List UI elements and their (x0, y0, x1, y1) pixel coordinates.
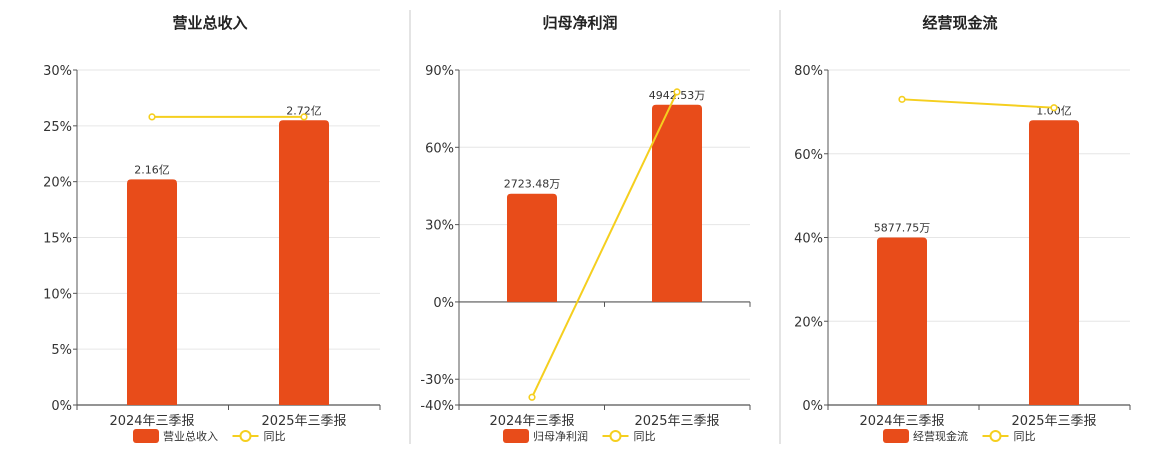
chart-panel-2: 归母净利润 90% 60% 30% 0% -30% -40% 2024年三季报 2025年三季报… (420, 14, 751, 443)
y-tick-label: 15% (43, 232, 72, 247)
yoy-point (148, 113, 156, 121)
legend-bar-swatch (503, 429, 529, 443)
y-tick-label: 20% (794, 315, 823, 330)
chart-panel-1: 营业总收入 30% 25% 20% 15% 10% 5% 0% 2024年三季报 2025年三季报… (43, 14, 381, 443)
legend-bar-swatch (883, 429, 909, 443)
yoy-point (528, 393, 536, 401)
y-tick-label: 5% (51, 343, 72, 358)
chart-title: 经营现金流 (922, 14, 997, 32)
x-category-label: 2024年三季报 (109, 414, 194, 429)
bar (279, 120, 329, 405)
legend: 营业总收入 同比 (133, 429, 286, 443)
yoy-line (531, 91, 678, 398)
legend-bar-label: 经营现金流 (913, 429, 968, 443)
legend: 归母净利润 同比 (503, 429, 656, 443)
x-category-label: 2024年三季报 (489, 414, 574, 429)
legend-bar-label: 营业总收入 (163, 429, 218, 443)
yoy-point (898, 95, 906, 103)
y-tick-label: 40% (794, 232, 823, 247)
legend-line-marker (989, 430, 1002, 442)
legend: 经营现金流 同比 (883, 429, 1036, 443)
y-tick-label: -40% (420, 399, 454, 414)
chart-panel-3: 经营现金流 80% 60% 40% 20% 0% 2024年三季报 2025年三季报 5877.… (794, 14, 1131, 443)
y-tick-label: 60% (425, 141, 454, 156)
x-category-label: 2025年三季报 (261, 414, 346, 429)
y-tick-label: 30% (425, 219, 454, 234)
bar (877, 237, 927, 405)
y-tick-label: -30% (420, 373, 454, 388)
y-tick-label: 10% (43, 287, 72, 302)
legend-line-label: 同比 (264, 430, 286, 443)
x-category-label: 2024年三季报 (859, 414, 944, 429)
chart-title: 归母净利润 (542, 14, 617, 32)
legend-line-marker (609, 430, 622, 442)
yoy-point (300, 113, 308, 121)
legend-line-label: 同比 (634, 430, 656, 443)
bar (507, 193, 557, 302)
yoy-point (1050, 104, 1058, 112)
bar (652, 104, 702, 302)
x-category-label: 2025年三季报 (1011, 414, 1096, 429)
bar-data-label: 2.16亿 (134, 163, 170, 176)
y-tick-label: 0% (51, 399, 72, 414)
yoy-line (901, 98, 1055, 109)
y-tick-label: 0% (802, 399, 823, 414)
y-tick-label: 0% (433, 296, 454, 311)
legend-line-marker (239, 430, 252, 442)
y-tick-label: 60% (794, 148, 823, 163)
legend-line-label: 同比 (1014, 430, 1036, 443)
bar-data-label: 5877.75万 (874, 222, 931, 235)
y-tick-label: 25% (43, 120, 72, 135)
y-tick-label: 20% (43, 176, 72, 191)
yoy-point (673, 88, 681, 96)
chart-title: 营业总收入 (172, 14, 247, 32)
x-category-label: 2025年三季报 (634, 414, 719, 429)
bar (127, 179, 177, 405)
bar-data-label: 2.72亿 (286, 104, 322, 117)
y-tick-label: 80% (794, 64, 823, 79)
y-tick-label: 30% (43, 64, 72, 79)
legend-bar-swatch (133, 429, 159, 443)
bar (1029, 120, 1079, 405)
y-tick-label: 90% (425, 64, 454, 79)
legend-bar-label: 归母净利润 (533, 429, 588, 443)
bar-data-label: 2723.48万 (504, 178, 561, 191)
